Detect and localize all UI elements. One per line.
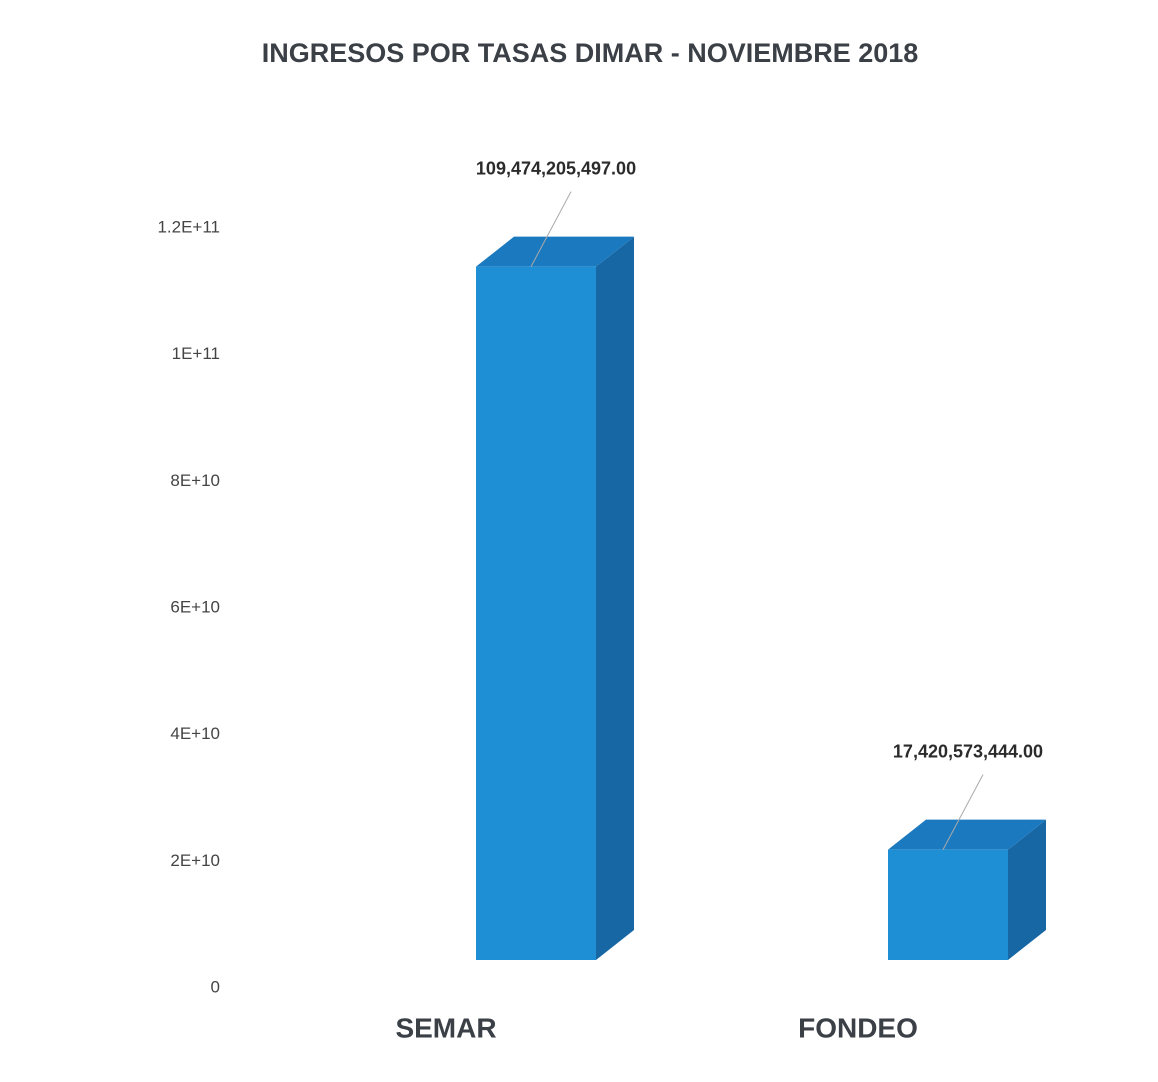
y-tick-label: 8E+10 [170,471,220,490]
x-tick-label: SEMAR [395,1012,496,1043]
bar-top [888,819,1046,850]
y-tick-label: 1E+11 [172,344,220,363]
y-tick-label: 6E+10 [170,597,220,616]
y-tick-label: 0 [211,977,220,996]
bar-side [1008,819,1046,960]
leader-line [530,191,572,267]
bar [888,819,1046,960]
bar-front [476,266,596,961]
y-tick-label: 4E+10 [170,724,220,743]
leader-line [942,774,984,850]
bar [476,236,634,961]
bar-front [888,849,1008,960]
value-label: 109,474,205,497.00 [476,158,636,178]
bar-side [596,236,634,961]
chart-title: INGRESOS POR TASAS DIMAR - NOVIEMBRE 201… [262,38,919,68]
y-tick-label: 2E+10 [170,851,220,870]
x-tick-label: FONDEO [798,1012,918,1043]
y-tick-label: 1.2E+11 [157,217,220,236]
value-label: 17,420,573,444.00 [893,741,1043,761]
bar-top [476,236,634,267]
